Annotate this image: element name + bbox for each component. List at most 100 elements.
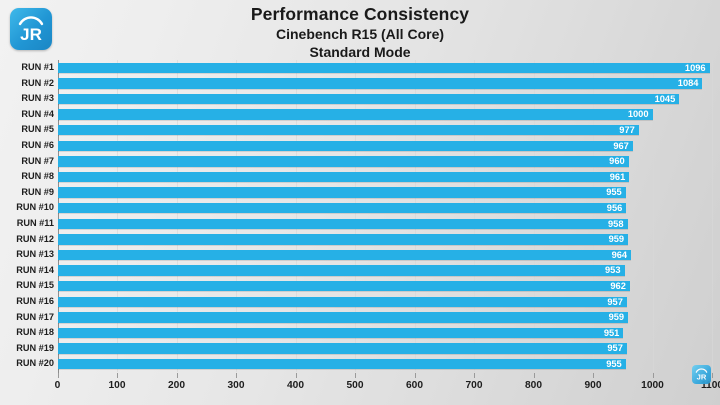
y-axis-category-label: RUN #5 [21, 124, 54, 135]
x-axis-tick-label: 700 [465, 380, 483, 391]
y-axis-category-label: RUN #17 [16, 311, 54, 322]
y-axis-category-label: RUN #16 [16, 296, 54, 306]
x-gridline [355, 60, 356, 372]
y-axis-category-label: RUN #1 [21, 62, 54, 72]
y-axis-category-label: RUN #4 [21, 108, 54, 119]
x-gridline [593, 60, 594, 372]
y-axis-tick-label: RUN #17 [0, 310, 54, 326]
title-block: Performance Consistency Cinebench R15 (A… [0, 4, 720, 61]
x-axis-tick-label: 400 [287, 380, 304, 391]
y-axis-category-label: RUN #2 [21, 77, 54, 88]
x-axis-tick [712, 373, 713, 378]
bar: 957 [57, 296, 627, 307]
bar-row: 962 [57, 278, 713, 294]
bar: 958 [57, 218, 628, 229]
x-axis-tick [593, 373, 594, 378]
bar: 955 [57, 187, 626, 198]
y-axis-category-label: RUN #13 [16, 249, 54, 260]
bar-value-label: 953 [605, 265, 621, 276]
x-axis-tick [176, 373, 178, 378]
y-axis-category-label: RUN #18 [16, 327, 54, 338]
y-axis-category-label: RUN #20 [16, 358, 54, 369]
bar-row: 1045 [57, 91, 713, 107]
x-axis-tick [236, 373, 237, 378]
y-axis-tick-label: RUN #18 [0, 325, 54, 341]
bar: 977 [57, 124, 639, 136]
bar-row: 959 [57, 232, 713, 248]
bar-value-label: 962 [610, 280, 626, 291]
y-axis-category-label: RUN #6 [21, 140, 54, 150]
bar-row: 1000 [57, 107, 713, 123]
bar: 957 [57, 343, 627, 354]
bar: 964 [57, 249, 632, 261]
bar-chart: RUN #1 RUN #2 RUN #3 RUN #4 RUN #5 RUN #6 RUN … [0, 60, 720, 405]
bar-row: 953 [57, 263, 713, 279]
chart-subtitle-mode: Standard Mode [309, 44, 411, 60]
bar-value-label: 957 [607, 296, 623, 307]
x-gridline [295, 60, 297, 372]
bar-value-label: 1045 [654, 93, 676, 104]
x-axis-tick [295, 373, 297, 378]
chart-subtitle: Cinebench R15 (All Core) [275, 26, 445, 42]
x-gridline [176, 60, 178, 372]
bar-row: 957 [57, 294, 713, 310]
x-gridline [236, 60, 237, 372]
y-axis-tick-label: RUN #8 [0, 169, 54, 185]
bar: 1000 [57, 109, 653, 120]
y-axis-category-label: RUN #9 [21, 186, 54, 197]
bar: 955 [57, 358, 626, 370]
bar: 953 [57, 265, 625, 276]
bar-value-label: 1084 [677, 78, 699, 89]
x-axis-tick-label: 0 [54, 380, 61, 391]
x-axis-tick-label: 1100 [700, 380, 720, 391]
bar: 956 [57, 202, 627, 214]
y-axis-category-label: RUN #14 [16, 264, 54, 275]
bar-value-label: 951 [603, 327, 620, 338]
bar-row: 955 [57, 356, 713, 372]
bar: 959 [57, 234, 629, 245]
x-axis-tick-label: 500 [346, 380, 364, 391]
bar-value-label: 955 [606, 187, 622, 198]
y-axis-tick-label: RUN #2 [0, 76, 54, 92]
plot-area: 1096 1084 1045 1000 977 967 960 961 955 956 958 959… [57, 60, 713, 372]
x-gridline [712, 60, 713, 372]
y-axis-tick-label: RUN #10 [0, 200, 54, 216]
x-axis-tick-label: 900 [584, 380, 602, 391]
y-axis-tick-label: RUN #1 [0, 60, 54, 76]
svg-text:JR: JR [697, 373, 707, 382]
bar-value-label: 957 [607, 343, 623, 354]
x-axis-tick [414, 373, 416, 378]
x-gridline [533, 60, 535, 372]
bar-value-label: 959 [608, 312, 625, 323]
y-axis-line [57, 60, 59, 373]
bar-value-label: 961 [609, 171, 626, 182]
bar-row: 959 [57, 310, 713, 326]
y-axis-category-label: RUN #15 [16, 280, 54, 291]
page-title: Performance Consistency [250, 4, 470, 24]
bar-value-label: 958 [607, 218, 624, 229]
bar-row: 977 [57, 122, 713, 138]
bar: 951 [57, 327, 624, 339]
bar-row: 1084 [57, 76, 713, 92]
bar-row: 967 [57, 138, 713, 154]
svg-text:JR: JR [20, 25, 42, 44]
y-axis-labels: RUN #1 RUN #2 RUN #3 RUN #4 RUN #5 RUN #6 RUN … [0, 60, 54, 372]
bar: 1045 [57, 93, 680, 105]
bar: 1096 [57, 62, 710, 73]
y-axis-tick-label: RUN #6 [0, 138, 54, 154]
y-axis-tick-label: RUN #7 [0, 154, 54, 170]
x-axis-tick [652, 373, 654, 378]
y-axis-tick-label: RUN #16 [0, 294, 54, 310]
bar-row: 958 [57, 216, 713, 232]
bar-value-label: 1000 [627, 109, 649, 120]
x-axis-tick-label: 100 [108, 380, 126, 391]
x-axis-tick [355, 373, 356, 378]
bar: 960 [57, 156, 629, 167]
x-axis-tick-label: 800 [525, 380, 542, 391]
y-axis-tick-label: RUN #19 [0, 341, 54, 357]
y-axis-category-label: RUN #12 [16, 233, 54, 244]
bar: 962 [57, 280, 630, 292]
y-axis-category-label: RUN #3 [21, 93, 54, 104]
bar-value-label: 977 [619, 124, 635, 135]
y-axis-category-label: RUN #7 [21, 155, 54, 166]
